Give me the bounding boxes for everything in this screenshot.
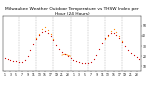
- Point: [12, 61, 15, 62]
- Point: [129, 52, 132, 54]
- Point: [35, 38, 37, 40]
- Point: [64, 53, 66, 55]
- Point: [84, 63, 86, 64]
- Point: [3, 58, 6, 59]
- Point: [104, 37, 106, 39]
- Point: [81, 63, 83, 64]
- Point: [118, 35, 121, 37]
- Point: [69, 58, 72, 59]
- Point: [9, 60, 12, 61]
- Point: [112, 28, 115, 29]
- Point: [46, 29, 49, 31]
- Point: [109, 30, 112, 32]
- Point: [49, 33, 52, 35]
- Point: [135, 56, 138, 58]
- Point: [44, 30, 46, 32]
- Point: [32, 43, 35, 45]
- Point: [101, 42, 103, 44]
- Point: [127, 49, 129, 51]
- Point: [66, 55, 69, 57]
- Point: [41, 31, 43, 33]
- Point: [46, 32, 49, 34]
- Point: [78, 62, 80, 63]
- Point: [61, 51, 63, 53]
- Point: [44, 26, 46, 27]
- Point: [38, 34, 40, 36]
- Point: [89, 62, 92, 63]
- Point: [15, 61, 17, 62]
- Point: [121, 41, 124, 43]
- Point: [112, 32, 115, 34]
- Point: [49, 35, 52, 37]
- Point: [115, 31, 118, 33]
- Point: [109, 32, 112, 34]
- Point: [87, 63, 89, 64]
- Point: [41, 28, 43, 29]
- Point: [118, 37, 121, 39]
- Point: [98, 48, 100, 50]
- Point: [107, 35, 109, 37]
- Point: [18, 62, 20, 63]
- Point: [55, 44, 57, 46]
- Point: [95, 54, 98, 56]
- Point: [121, 40, 124, 42]
- Point: [52, 38, 55, 40]
- Point: [20, 62, 23, 63]
- Point: [26, 55, 29, 57]
- Point: [115, 34, 118, 36]
- Point: [52, 39, 55, 41]
- Point: [138, 58, 141, 60]
- Point: [104, 38, 106, 40]
- Title: Milwaukee Weather Outdoor Temperature vs THSW Index per Hour (24 Hours): Milwaukee Weather Outdoor Temperature vs…: [5, 7, 139, 16]
- Point: [58, 48, 60, 50]
- Point: [92, 58, 95, 60]
- Point: [72, 60, 75, 61]
- Point: [107, 34, 109, 36]
- Point: [124, 45, 126, 47]
- Point: [6, 58, 9, 60]
- Point: [29, 49, 32, 51]
- Point: [132, 54, 135, 56]
- Point: [35, 37, 37, 39]
- Point: [38, 33, 40, 35]
- Point: [75, 61, 78, 62]
- Point: [23, 60, 26, 61]
